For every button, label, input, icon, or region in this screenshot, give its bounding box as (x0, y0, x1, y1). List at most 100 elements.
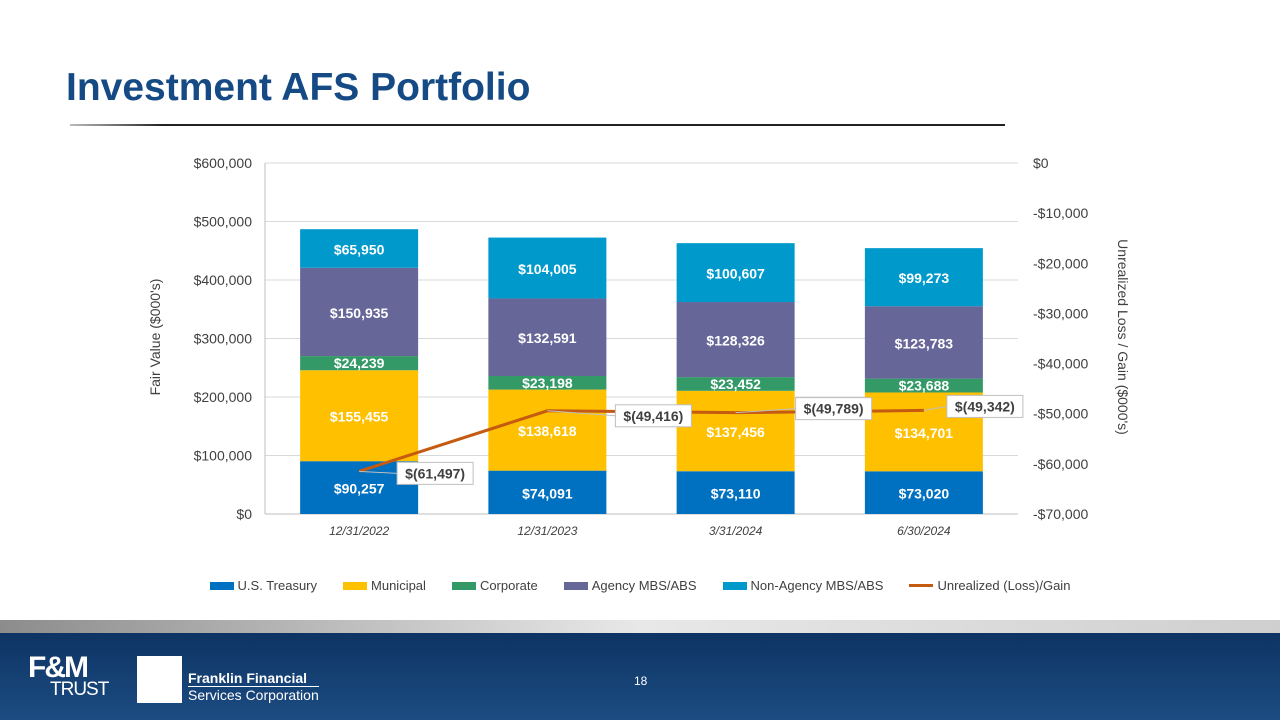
bar-agency-mbs-abs (488, 298, 607, 376)
footer-band (0, 620, 1280, 633)
y-tick-label: $600,000 (194, 155, 253, 171)
y-right-tick-label: -$50,000 (1033, 406, 1088, 422)
footer: F&M TRUST Franklin Financial Services Cor… (0, 633, 1280, 720)
callout-box (946, 394, 1024, 418)
y-tick-label: $300,000 (194, 331, 253, 347)
bar-municipal (300, 370, 419, 462)
title-divider (70, 124, 1005, 126)
callout-leader (735, 408, 796, 414)
x-tick-label: 6/30/2024 (897, 524, 951, 538)
bar-data-label: $134,701 (895, 425, 954, 441)
line-data-label: $(61,497) (405, 465, 465, 481)
bar-municipal (676, 390, 795, 472)
bar-data-label: $65,950 (334, 241, 385, 257)
bar-municipal (488, 389, 607, 471)
legend-label: Corporate (479, 578, 538, 593)
legend-label: Non-Agency MBS/ABS (750, 578, 884, 593)
y-tick-label: $0 (236, 506, 252, 522)
legend-item: U.S. Treasury (209, 578, 318, 593)
bar-corporate (488, 375, 607, 390)
y-axis-label: Fair Value ($000's) (147, 279, 163, 396)
bar-agency-mbs-abs (676, 302, 795, 378)
y-right-axis-label: Unrealized Loss / Gain ($000's) (1115, 239, 1131, 435)
bar-u-s-treasury (488, 470, 607, 514)
bar-data-label: $155,455 (330, 409, 389, 425)
afs-portfolio-chart: $0 $100,000 $200,000 $300,000 $400,000 $500,0… (147, 155, 1131, 538)
fm-trust-logo: F&M TRUST (28, 651, 109, 700)
callout-leader (923, 405, 947, 411)
y-tick-label: $400,000 (194, 272, 253, 288)
bar-data-label: $73,020 (899, 486, 950, 502)
legend-swatch (209, 581, 234, 590)
y-tick-label: $100,000 (194, 448, 253, 464)
bar-data-label: $104,005 (518, 261, 577, 277)
bar-u-s-treasury (676, 471, 795, 514)
bar-data-label: $73,110 (711, 486, 761, 502)
bar-non-agency-mbs-abs (488, 237, 607, 299)
y-right-tick-label: -$10,000 (1033, 205, 1088, 221)
x-tick-label: 12/31/2022 (329, 524, 389, 538)
bar-data-label: $74,091 (522, 485, 573, 501)
page-number: 18 (634, 674, 648, 688)
bar-corporate (300, 356, 419, 371)
bar-non-agency-mbs-abs (864, 248, 983, 307)
bar-agency-mbs-abs (300, 267, 419, 357)
callout-box (396, 461, 474, 485)
line-data-label: $(49,342) (955, 398, 1015, 414)
logo-line2: Services Corporation (188, 687, 319, 703)
legend-item: Unrealized (Loss)/Gain (909, 578, 1070, 593)
x-tick-label: 3/31/2024 (709, 524, 763, 538)
legend-swatch (563, 581, 588, 590)
bar-corporate (676, 377, 795, 391)
bar-agency-mbs-abs (864, 306, 983, 379)
legend-label: Agency MBS/ABS (591, 578, 697, 593)
page-title: Investment AFS Portfolio (66, 66, 531, 109)
bar-u-s-treasury (864, 471, 983, 514)
line-data-label: $(49,789) (804, 401, 864, 417)
callout-box (614, 404, 692, 428)
bar-data-label: $23,452 (710, 376, 761, 392)
bar-data-label: $23,688 (899, 378, 950, 394)
bar-data-label: $90,257 (334, 481, 385, 497)
y-right-tick-label: -$20,000 (1033, 255, 1088, 271)
legend-item: Non-Agency MBS/ABS (722, 578, 884, 593)
bar-data-label: $123,783 (895, 335, 954, 351)
legend-item: Municipal (343, 578, 426, 593)
callout-leader (359, 470, 398, 474)
bar-corporate (864, 378, 983, 393)
bar-data-label: $150,935 (330, 305, 389, 321)
y-right-tick-label: -$60,000 (1033, 456, 1088, 472)
line-data-label: $(49,416) (623, 408, 683, 424)
y-tick-label: $200,000 (194, 389, 253, 405)
callout-box (795, 397, 873, 421)
bar-data-label: $138,618 (518, 423, 577, 439)
legend-item: Agency MBS/ABS (563, 578, 697, 593)
franklin-financial-logo: Franklin Financial Services Corporation (188, 670, 319, 703)
x-tick-label: 12/31/2023 (517, 524, 577, 538)
y-right-tick-label: -$40,000 (1033, 356, 1088, 372)
y-right-tick-label: $0 (1033, 155, 1049, 171)
legend-swatch (451, 581, 476, 590)
bar-data-label: $137,456 (706, 424, 765, 440)
legend-label: U.S. Treasury (237, 578, 318, 593)
bar-data-label: $128,326 (706, 333, 765, 349)
bar-data-label: $100,607 (706, 266, 765, 282)
bar-data-label: $99,273 (899, 270, 950, 286)
bar-data-label: $24,239 (334, 355, 385, 371)
legend-swatch (343, 581, 368, 590)
franklin-portrait-icon (137, 656, 182, 703)
bar-data-label: $132,591 (518, 330, 577, 346)
bar-non-agency-mbs-abs (300, 229, 419, 268)
callout-leader (547, 410, 616, 417)
logo-line1: Franklin Financial (188, 670, 319, 687)
bar-non-agency-mbs-abs (676, 243, 795, 303)
chart-legend: U.S. Treasury Municipal Corporate Agency MB… (0, 578, 1280, 593)
y-right-tick-label: -$70,000 (1033, 506, 1088, 522)
y-tick-label: $500,000 (194, 214, 253, 230)
legend-item: Corporate (451, 578, 538, 593)
legend-label: Unrealized (Loss)/Gain (937, 578, 1071, 593)
legend-label: Municipal (371, 578, 426, 593)
legend-swatch (722, 581, 747, 590)
legend-swatch (909, 584, 934, 587)
bar-data-label: $23,198 (522, 375, 573, 391)
